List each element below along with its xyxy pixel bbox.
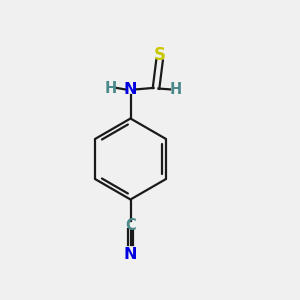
- Text: S: S: [154, 46, 166, 64]
- Text: H: H: [169, 82, 181, 98]
- Text: N: N: [124, 82, 137, 98]
- Text: N: N: [124, 247, 137, 262]
- Text: C: C: [125, 218, 136, 232]
- Text: H: H: [105, 81, 117, 96]
